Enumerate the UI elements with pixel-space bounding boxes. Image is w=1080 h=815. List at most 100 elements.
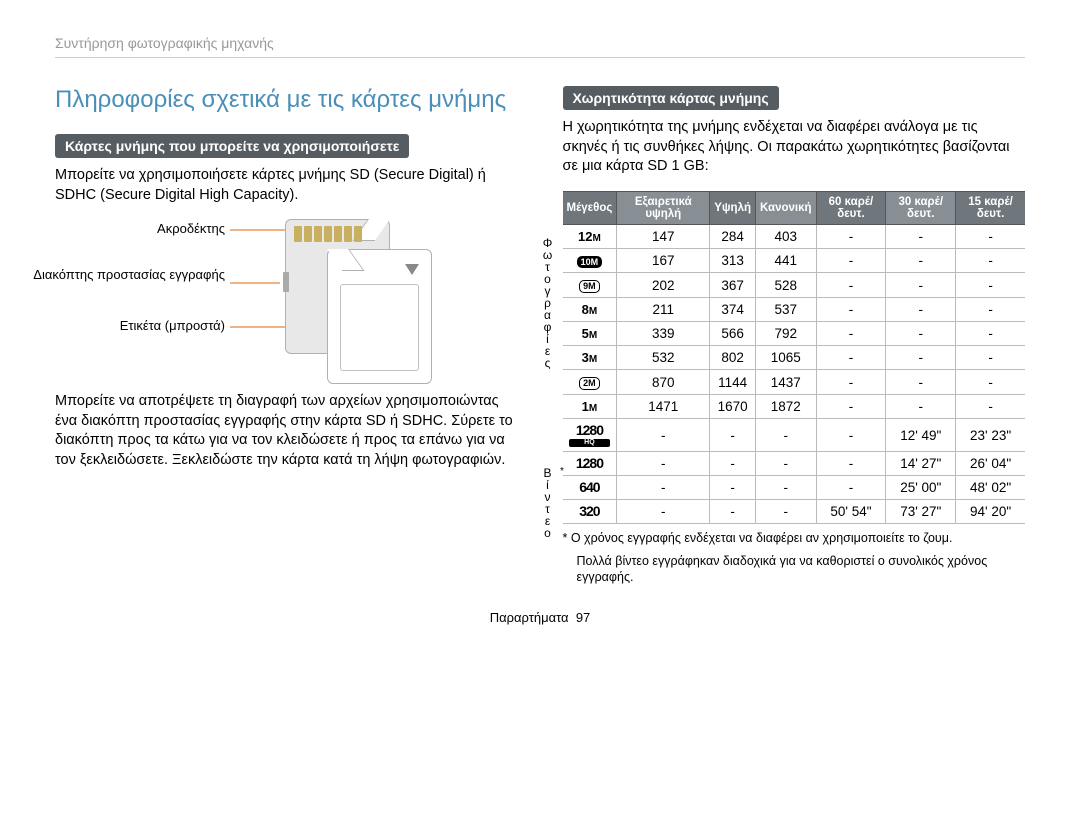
table-cell: - (617, 452, 710, 476)
label-switch: Διακόπτης προστασίας εγγραφής (33, 268, 225, 283)
heading-capacity: Χωρητικότητα κάρτας μνήμης (563, 86, 779, 110)
main-title: Πληροφορίες σχετικά με τις κάρτες μνήμης (55, 86, 518, 114)
table-cell: 403 (755, 224, 816, 248)
table-cell: 12' 49" (886, 419, 956, 452)
side-label-photos: Φωτογραφίες (541, 236, 555, 446)
table-cell: - (886, 273, 956, 298)
table-cell: - (816, 419, 886, 452)
table-cell: - (956, 298, 1025, 322)
table-row: 3M5328021065--- (563, 346, 1026, 370)
table-cell: 313 (710, 248, 756, 273)
capacity-table: ΜέγεθοςΕξαιρετικά υψηλήΥψηλήΚανονική60 κ… (563, 191, 1026, 525)
table-row: 12M147284403--- (563, 224, 1026, 248)
footnote-sequential: Πολλά βίντεο εγγράφηκαν διαδοχικά για να… (563, 553, 1026, 586)
table-cell: 802 (710, 346, 756, 370)
label-pins: Ακροδέκτης (157, 222, 225, 237)
table-cell: - (816, 370, 886, 395)
table-cell: 73' 27" (886, 500, 956, 524)
table-cell: 537 (755, 298, 816, 322)
table-cell: 26' 04" (956, 452, 1025, 476)
table-cell: - (710, 476, 756, 500)
size-cell: 640 (563, 476, 617, 500)
table-cell: - (816, 452, 886, 476)
table-cell: - (816, 248, 886, 273)
table-cell: 50' 54" (816, 500, 886, 524)
table-cell: - (956, 370, 1025, 395)
table-row: 320---50' 54"73' 27"94' 20" (563, 500, 1026, 524)
paragraph-capacity: Η χωρητικότητα της μνήμης ενδέχεται να δ… (563, 118, 1026, 177)
table-header-row: ΜέγεθοςΕξαιρετικά υψηλήΥψηλήΚανονική60 κ… (563, 191, 1026, 224)
table-cell: 147 (617, 224, 710, 248)
table-row: 10M167313441--- (563, 248, 1026, 273)
table-cell: - (886, 322, 956, 346)
table-cell: - (816, 224, 886, 248)
table-cell: 792 (755, 322, 816, 346)
right-column: Χωρητικότητα κάρτας μνήμης Η χωρητικότητ… (563, 86, 1026, 585)
table-cell: 94' 20" (956, 500, 1025, 524)
table-cell: - (755, 419, 816, 452)
table-cell: - (816, 476, 886, 500)
table-cell: 1065 (755, 346, 816, 370)
footer-page-number: 97 (576, 610, 590, 625)
table-row: 640----25' 00"48' 02" (563, 476, 1026, 500)
size-cell: 2M (563, 370, 617, 395)
sd-card-diagram: Ακροδέκτης Διακόπτης προστασίας εγγραφής… (55, 219, 518, 374)
table-cell: - (886, 395, 956, 419)
table-row: 2M87011441437--- (563, 370, 1026, 395)
table-row: 9M202367528--- (563, 273, 1026, 298)
table-header-cell: 60 καρέ/ δευτ. (816, 191, 886, 224)
table-row: 5M339566792--- (563, 322, 1026, 346)
table-cell: 1670 (710, 395, 756, 419)
table-header-cell: 30 καρέ/ δευτ. (886, 191, 956, 224)
paragraph-write-protect: Μπορείτε να αποτρέψετε τη διαγραφή των α… (55, 392, 518, 470)
table-header-cell: Κανονική (755, 191, 816, 224)
page-footer: Παραρτήματα 97 (55, 610, 1025, 625)
table-cell: - (956, 224, 1025, 248)
table-cell: 374 (710, 298, 756, 322)
table-cell: - (755, 500, 816, 524)
table-cell: 532 (617, 346, 710, 370)
table-cell: 339 (617, 322, 710, 346)
table-cell: 167 (617, 248, 710, 273)
size-cell: 1280 (563, 452, 617, 476)
table-cell: - (816, 322, 886, 346)
table-cell: - (886, 298, 956, 322)
table-cell: 14' 27" (886, 452, 956, 476)
table-row: 8M211374537--- (563, 298, 1026, 322)
table-cell: - (617, 500, 710, 524)
table-cell: 367 (710, 273, 756, 298)
table-cell: - (617, 476, 710, 500)
table-cell: 211 (617, 298, 710, 322)
size-cell: 12M (563, 224, 617, 248)
size-cell: 5M (563, 322, 617, 346)
table-header-cell: Εξαιρετικά υψηλή (617, 191, 710, 224)
table-cell: 1144 (710, 370, 756, 395)
table-cell: - (710, 419, 756, 452)
table-cell: - (710, 500, 756, 524)
label-front: Ετικέτα (μπροστά) (120, 319, 225, 334)
table-row: 1280----14' 27"26' 04" (563, 452, 1026, 476)
heading-supported-cards: Κάρτες μνήμης που μπορείτε να χρησιμοποι… (55, 134, 409, 158)
table-cell: 284 (710, 224, 756, 248)
table-cell: - (956, 395, 1025, 419)
table-header-cell: 15 καρέ/ δευτ. (956, 191, 1025, 224)
table-cell: 202 (617, 273, 710, 298)
table-cell: - (816, 273, 886, 298)
table-cell: 441 (755, 248, 816, 273)
table-cell: - (755, 476, 816, 500)
table-cell: - (956, 322, 1025, 346)
table-cell: - (816, 346, 886, 370)
size-cell: 1280HQ (563, 419, 617, 452)
table-cell: 23' 23" (956, 419, 1025, 452)
footer-section: Παραρτήματα (490, 610, 569, 625)
table-cell: - (956, 248, 1025, 273)
footnote-zoom: * Ο χρόνος εγγραφής ενδέχεται να διαφέρε… (563, 530, 1026, 546)
table-cell: - (956, 346, 1025, 370)
table-cell: 1437 (755, 370, 816, 395)
size-cell: 9M (563, 273, 617, 298)
table-cell: 528 (755, 273, 816, 298)
table-cell: 48' 02" (956, 476, 1025, 500)
table-cell: 870 (617, 370, 710, 395)
size-cell: 10M (563, 248, 617, 273)
table-cell: 25' 00" (886, 476, 956, 500)
